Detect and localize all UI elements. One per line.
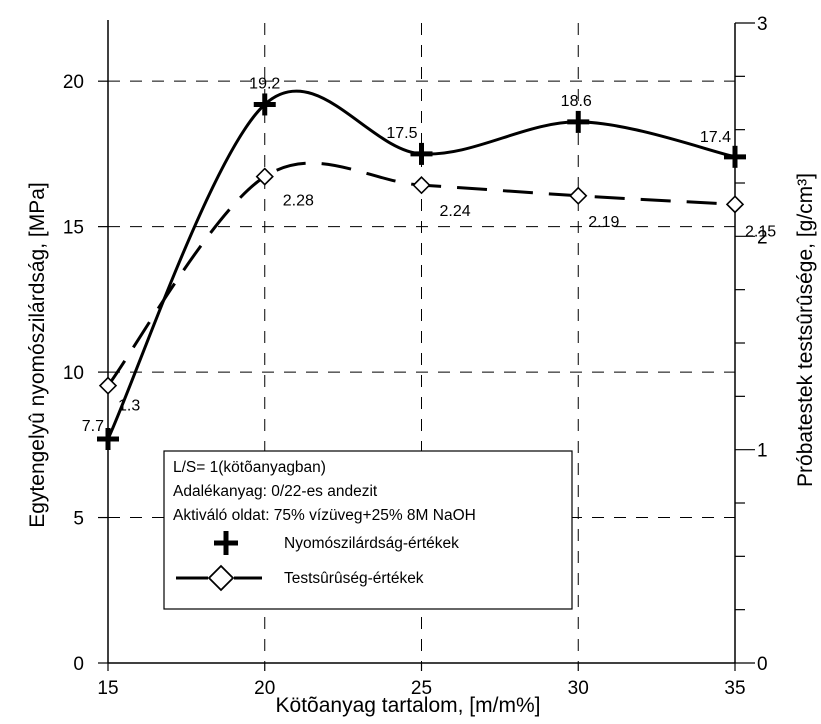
strength-point-marker (567, 110, 590, 133)
y-left-tick-label: 5 (73, 509, 84, 530)
x-tick-label: 35 (724, 678, 745, 699)
y-axis-right-title: Próbatestek testsûrûsége, [g/cm³] (794, 173, 817, 487)
density-point-marker (569, 186, 588, 205)
y-left-tick-label: 0 (73, 654, 84, 675)
ticks: 15 20 25 30 35 0 5 10 15 20 0 1 2 3 (63, 14, 768, 699)
legend-series-2-label: Testsûrûség-értékek (284, 570, 424, 587)
y-right-tick-label: 2 (757, 227, 768, 248)
y-left-tick-label: 10 (63, 363, 84, 384)
legend-diamond-marker-icon (207, 564, 235, 592)
y-right-tick-label: 1 (757, 441, 768, 462)
legend-line-3: Aktiváló oldat: 75% vízüveg+25% 8M NaOH (173, 507, 476, 524)
x-tick-label: 20 (254, 678, 275, 699)
strength-point-marker (724, 145, 746, 168)
density-data-label: 2.15 (745, 223, 776, 240)
strength-series-line (106, 89, 736, 440)
density-data-label: 2.19 (588, 214, 619, 231)
strength-data-label: 17.4 (700, 129, 731, 146)
legend-line-1: L/S= 1(kötõanyagban) (173, 459, 326, 476)
y-left-tick-label: 15 (63, 218, 84, 239)
legend-line-2: Adalékanyag: 0/22-es andezit (173, 483, 378, 500)
y-right-tick-label: 0 (757, 654, 768, 675)
x-tick-label: 30 (568, 678, 589, 699)
density-data-label: 2.28 (283, 193, 314, 210)
density-point-marker (412, 176, 431, 195)
x-axis-title: Kötõanyag tartalom, [m/m%] (276, 694, 541, 717)
density-point-marker (255, 167, 274, 186)
legend-plus-marker-icon (214, 531, 238, 555)
strength-point-marker (410, 142, 433, 165)
data-labels: 7.7 19.2 17.5 18.6 17.4 1.3 2.28 2.24 2.19 2.15 (82, 75, 776, 435)
y-left-tick-label: 20 (63, 72, 84, 93)
strength-data-label: 19.2 (249, 75, 280, 92)
strength-point-marker (97, 428, 119, 450)
x-tick-label: 15 (97, 678, 118, 699)
legend-series-1-label: Nyomószilárdság-értékek (284, 535, 459, 552)
density-data-label: 2.24 (440, 203, 471, 220)
legend: L/S= 1(kötõanyagban) Adalékanyag: 0/22-e… (163, 450, 573, 610)
density-series-line (106, 161, 736, 387)
strength-data-label: 18.6 (561, 93, 592, 110)
x-tick-label: 25 (411, 678, 432, 699)
y-axis-left-title: Egytengelyû nyomószilárdság, [MPa] (26, 182, 49, 528)
strength-data-label: 7.7 (82, 418, 104, 435)
strength-data-label: 17.5 (386, 125, 417, 142)
series (97, 89, 746, 450)
density-point-marker (725, 195, 745, 214)
density-data-label: 1.3 (118, 398, 140, 415)
strength-point-marker (253, 93, 276, 116)
density-point-marker (98, 376, 118, 395)
y-right-tick-label: 3 (757, 14, 768, 35)
legend-box (163, 450, 573, 610)
